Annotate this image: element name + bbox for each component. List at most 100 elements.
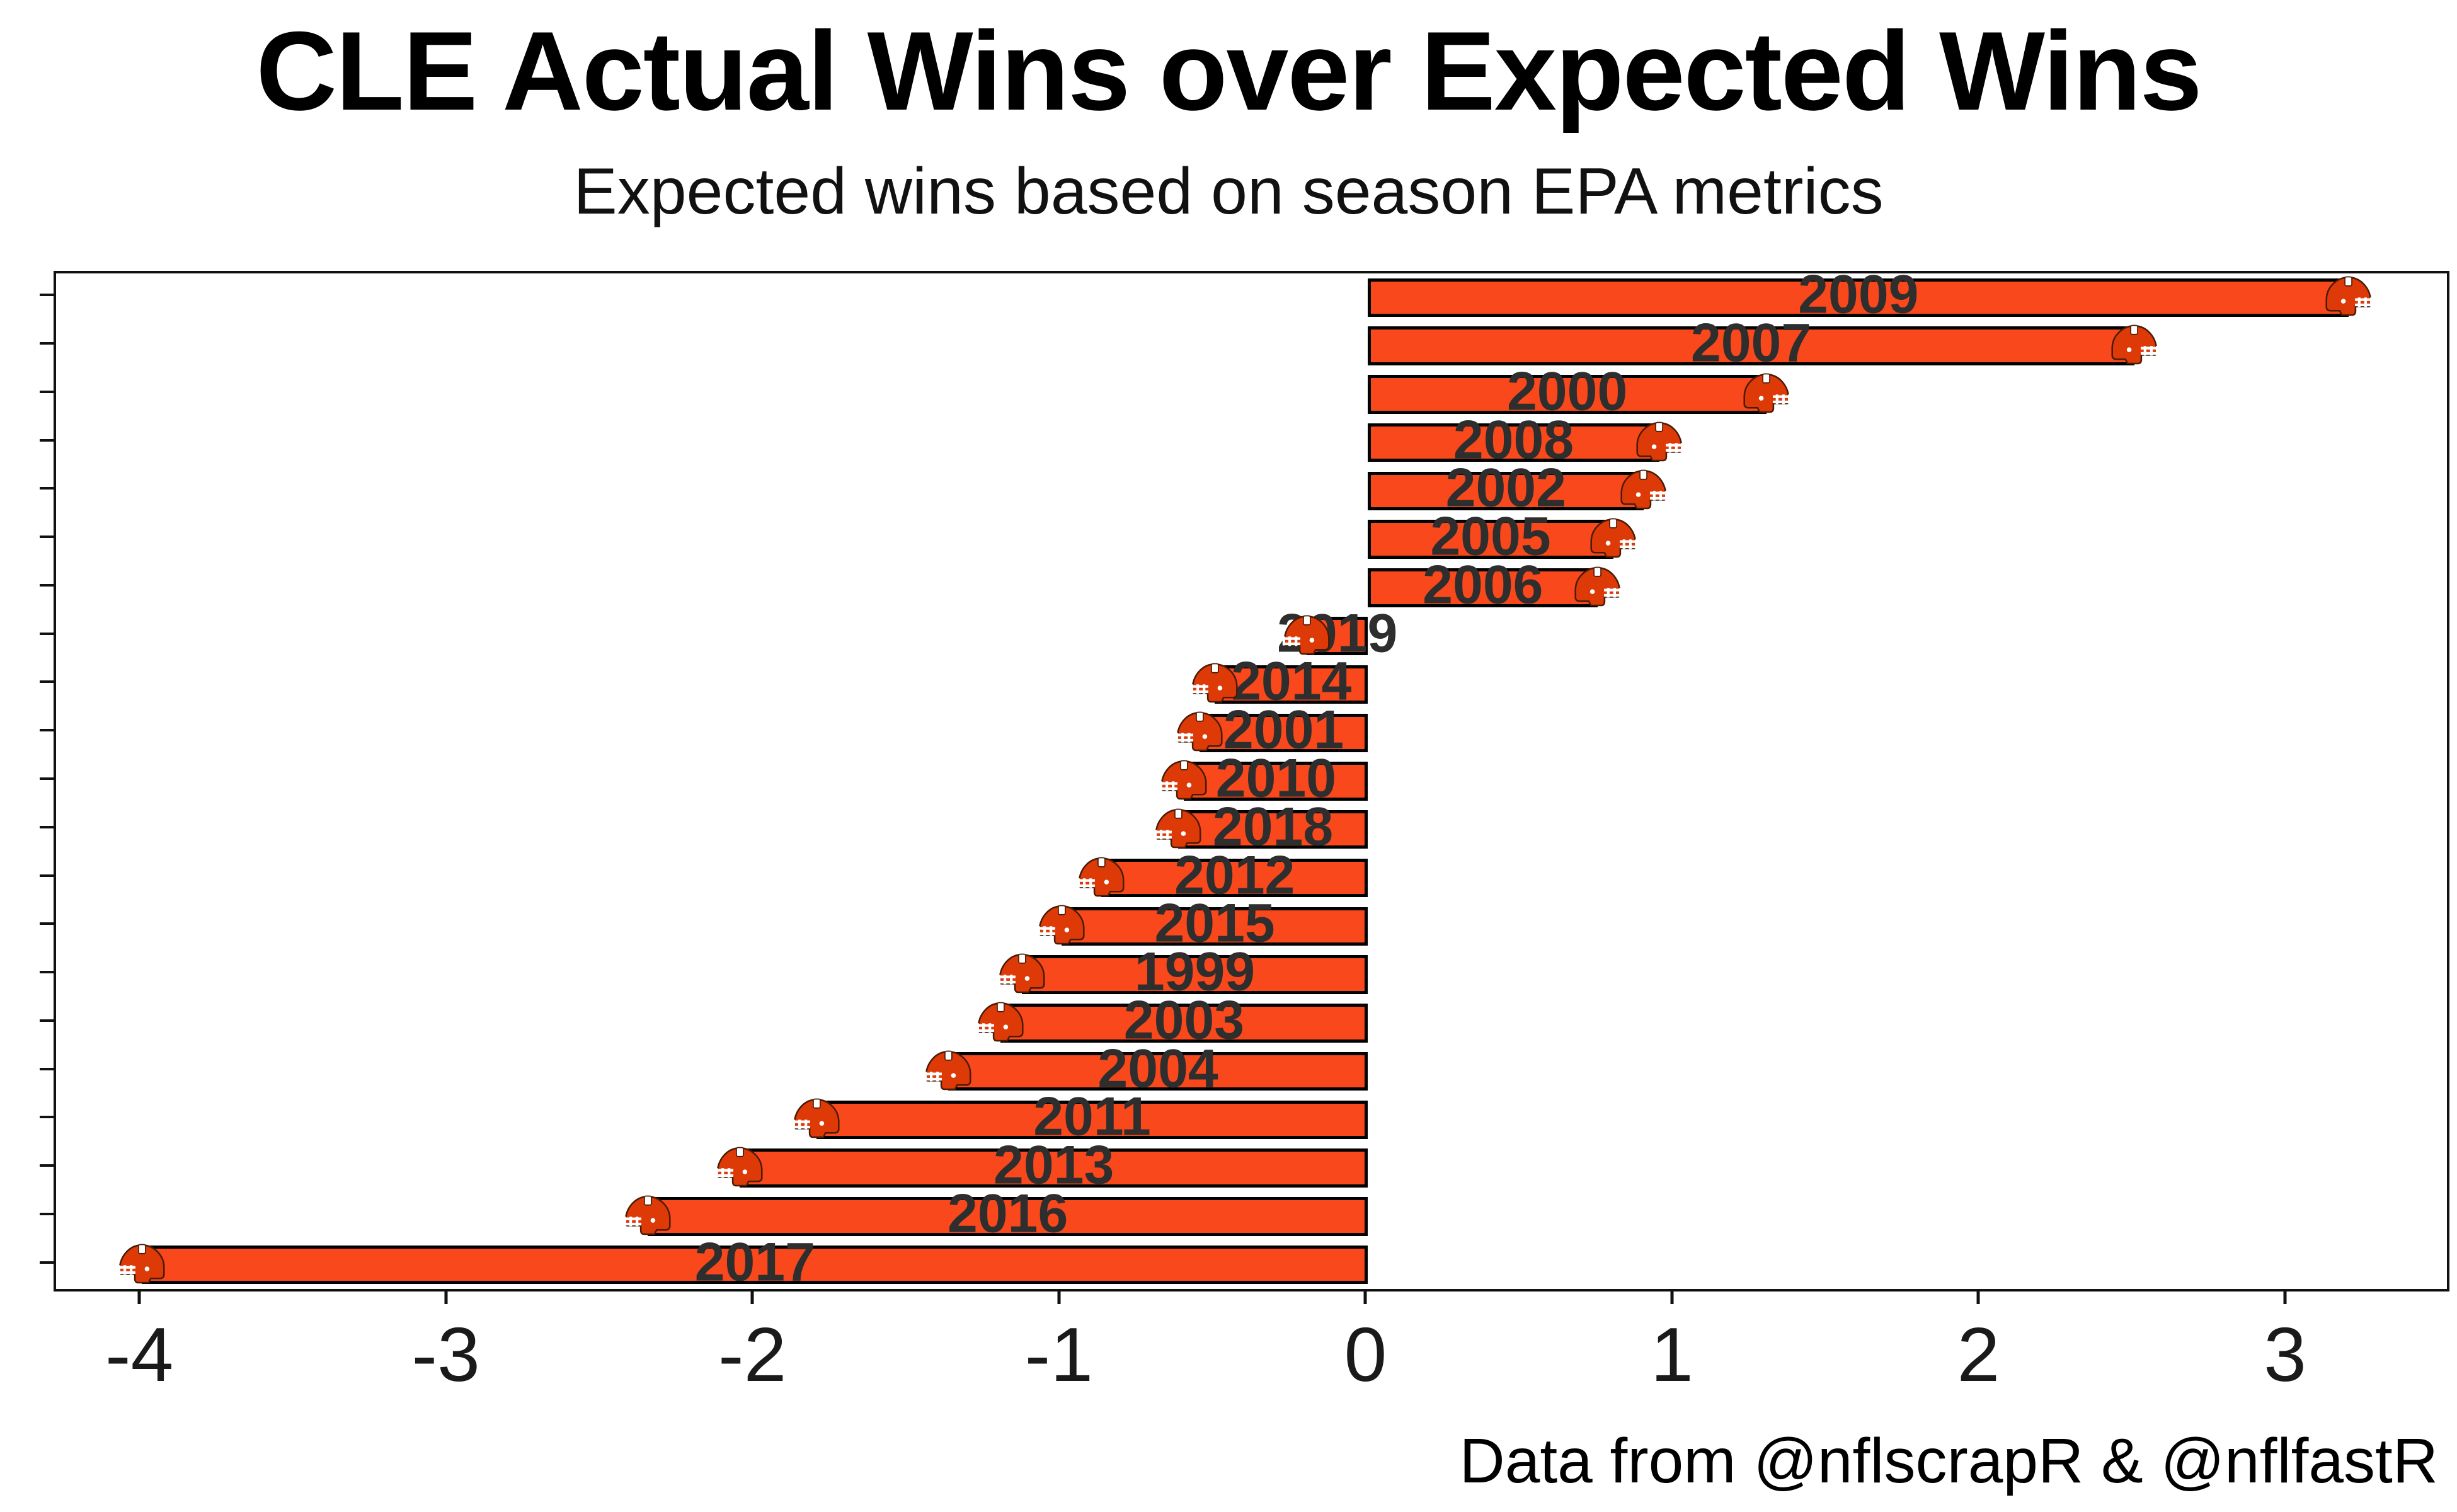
bar-year-label: 2010 (1215, 748, 1337, 809)
bar-year-label: 2005 (1430, 506, 1551, 567)
browns-helmet-icon (1173, 709, 1226, 755)
browns-helmet-icon (1188, 661, 1241, 706)
bar-year-label: 2000 (1506, 361, 1628, 422)
bar-year-label: 2007 (1690, 312, 1812, 374)
x-axis-tick-label: -3 (411, 1312, 481, 1397)
bar (142, 1245, 1368, 1285)
bar (648, 1197, 1368, 1236)
x-axis-tick (750, 1289, 754, 1304)
x-axis-tick-label: -2 (718, 1312, 787, 1397)
browns-helmet-icon (713, 1145, 766, 1190)
browns-helmet-icon (1587, 516, 1640, 561)
y-axis-tick (40, 922, 54, 925)
browns-helmet-icon (1571, 564, 1624, 609)
browns-helmet-icon (2108, 323, 2161, 368)
y-axis-tick (40, 971, 54, 974)
bar (1368, 520, 1613, 559)
bar-year-label: 2002 (1445, 457, 1566, 518)
y-axis-tick (40, 874, 54, 877)
y-axis-tick (40, 632, 54, 635)
y-axis-tick (40, 583, 54, 587)
bar (1368, 471, 1644, 511)
x-axis-tick (1670, 1289, 1674, 1304)
x-axis-tick-label: 1 (1650, 1312, 1693, 1397)
y-axis-tick (40, 777, 54, 780)
y-axis-tick (40, 342, 54, 345)
browns-helmet-icon (2322, 274, 2375, 319)
bar-year-label: 2017 (694, 1232, 815, 1293)
x-axis-tick (1976, 1289, 1980, 1304)
bar-year-label: 2009 (1798, 264, 1919, 325)
bar (1061, 907, 1368, 946)
bar (816, 1100, 1368, 1140)
bar (1368, 326, 2134, 365)
bar-year-label: 2016 (948, 1183, 1068, 1244)
bar-year-label: 2008 (1453, 410, 1574, 471)
bar (1215, 665, 1368, 704)
bar-year-label: 2012 (1174, 845, 1295, 906)
browns-helmet-icon (1740, 370, 1793, 416)
x-axis-tick (1057, 1289, 1061, 1304)
x-axis: -4 -3 -2 -1 0 1 2 3 (54, 1289, 2444, 1428)
data-source-caption: Data from @nflscrapR & @nflfastR (1459, 1426, 2438, 1496)
browns-helmet-icon (1152, 806, 1205, 851)
y-axis-tick (40, 1019, 54, 1022)
bar (1000, 1004, 1368, 1043)
bar-year-label: 2014 (1231, 651, 1352, 713)
y-axis-tick (40, 1164, 54, 1167)
bar (948, 1051, 1368, 1091)
y-axis-tick (40, 536, 54, 539)
bar (1199, 713, 1368, 752)
y-axis-tick (40, 1261, 54, 1264)
browns-helmet-icon (1633, 419, 1686, 464)
y-axis (38, 271, 54, 1286)
browns-helmet-icon (790, 1096, 843, 1142)
browns-helmet-icon (974, 999, 1027, 1045)
plot-area: 2009 2007 2000 2008 2002 2005 2006 2019 2014 2001… (54, 265, 2449, 1293)
bar-year-label: 2001 (1223, 699, 1344, 760)
x-axis-tick (444, 1289, 448, 1304)
bar-year-label: 2006 (1423, 554, 1544, 616)
x-axis-tick (137, 1289, 141, 1304)
bar (1368, 423, 1659, 462)
browns-helmet-icon (995, 951, 1048, 997)
y-axis-tick (40, 294, 54, 297)
y-axis-tick (40, 438, 54, 442)
y-axis-tick (40, 487, 54, 490)
y-axis-tick (40, 825, 54, 828)
bar (1368, 278, 2349, 318)
bar-year-label: 1999 (1134, 941, 1256, 1002)
browns-helmet-icon (922, 1048, 975, 1093)
x-axis-tick-label: 3 (2264, 1312, 2306, 1397)
bar (1101, 858, 1368, 898)
x-axis-tick-label: 0 (1344, 1312, 1387, 1397)
y-axis-tick (40, 680, 54, 684)
browns-helmet-icon (1157, 758, 1210, 803)
chart-subtitle: Expected wins based on season EPA metric… (573, 155, 1884, 228)
y-axis-tick (40, 1067, 54, 1070)
y-axis-tick (40, 729, 54, 732)
bar-year-label: 2011 (1033, 1086, 1151, 1147)
browns-helmet-icon (115, 1241, 168, 1286)
x-axis-tick-label: 2 (1957, 1312, 2000, 1397)
bar-year-label: 2003 (1123, 990, 1245, 1051)
browns-helmet-icon (1280, 612, 1333, 658)
y-axis-tick (40, 390, 54, 393)
x-axis-tick-label: -4 (105, 1312, 174, 1397)
x-axis-tick (1363, 1289, 1367, 1304)
bar (739, 1148, 1368, 1188)
y-axis-tick (40, 1212, 54, 1215)
bar-year-label: 2013 (994, 1135, 1114, 1196)
chart-title: CLE Actual Wins over Expected Wins (256, 8, 2202, 134)
x-axis-tick (2283, 1289, 2287, 1304)
browns-helmet-icon (621, 1193, 674, 1238)
bar (1368, 375, 1767, 414)
browns-helmet-icon (1617, 467, 1670, 513)
bar (1184, 762, 1368, 801)
bar-year-label: 2004 (1097, 1038, 1218, 1099)
bar-year-label: 2018 (1212, 796, 1334, 857)
y-axis-tick (40, 1116, 54, 1119)
bar-year-label: 2015 (1154, 893, 1275, 954)
bar (1177, 810, 1368, 849)
x-axis-tick-label: -1 (1024, 1312, 1094, 1397)
